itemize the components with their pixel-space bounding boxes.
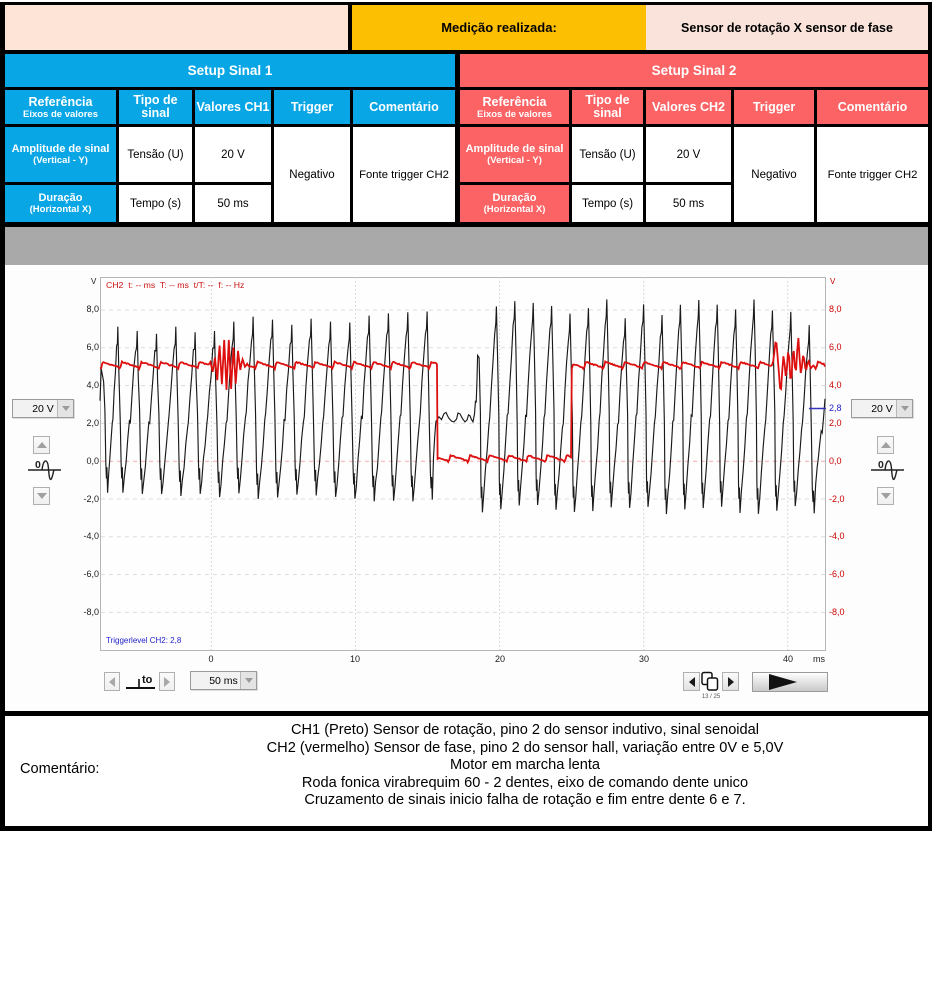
svg-text:0: 0 bbox=[878, 459, 884, 471]
svg-text:to: to bbox=[142, 674, 153, 686]
svg-text:0: 0 bbox=[35, 459, 41, 471]
